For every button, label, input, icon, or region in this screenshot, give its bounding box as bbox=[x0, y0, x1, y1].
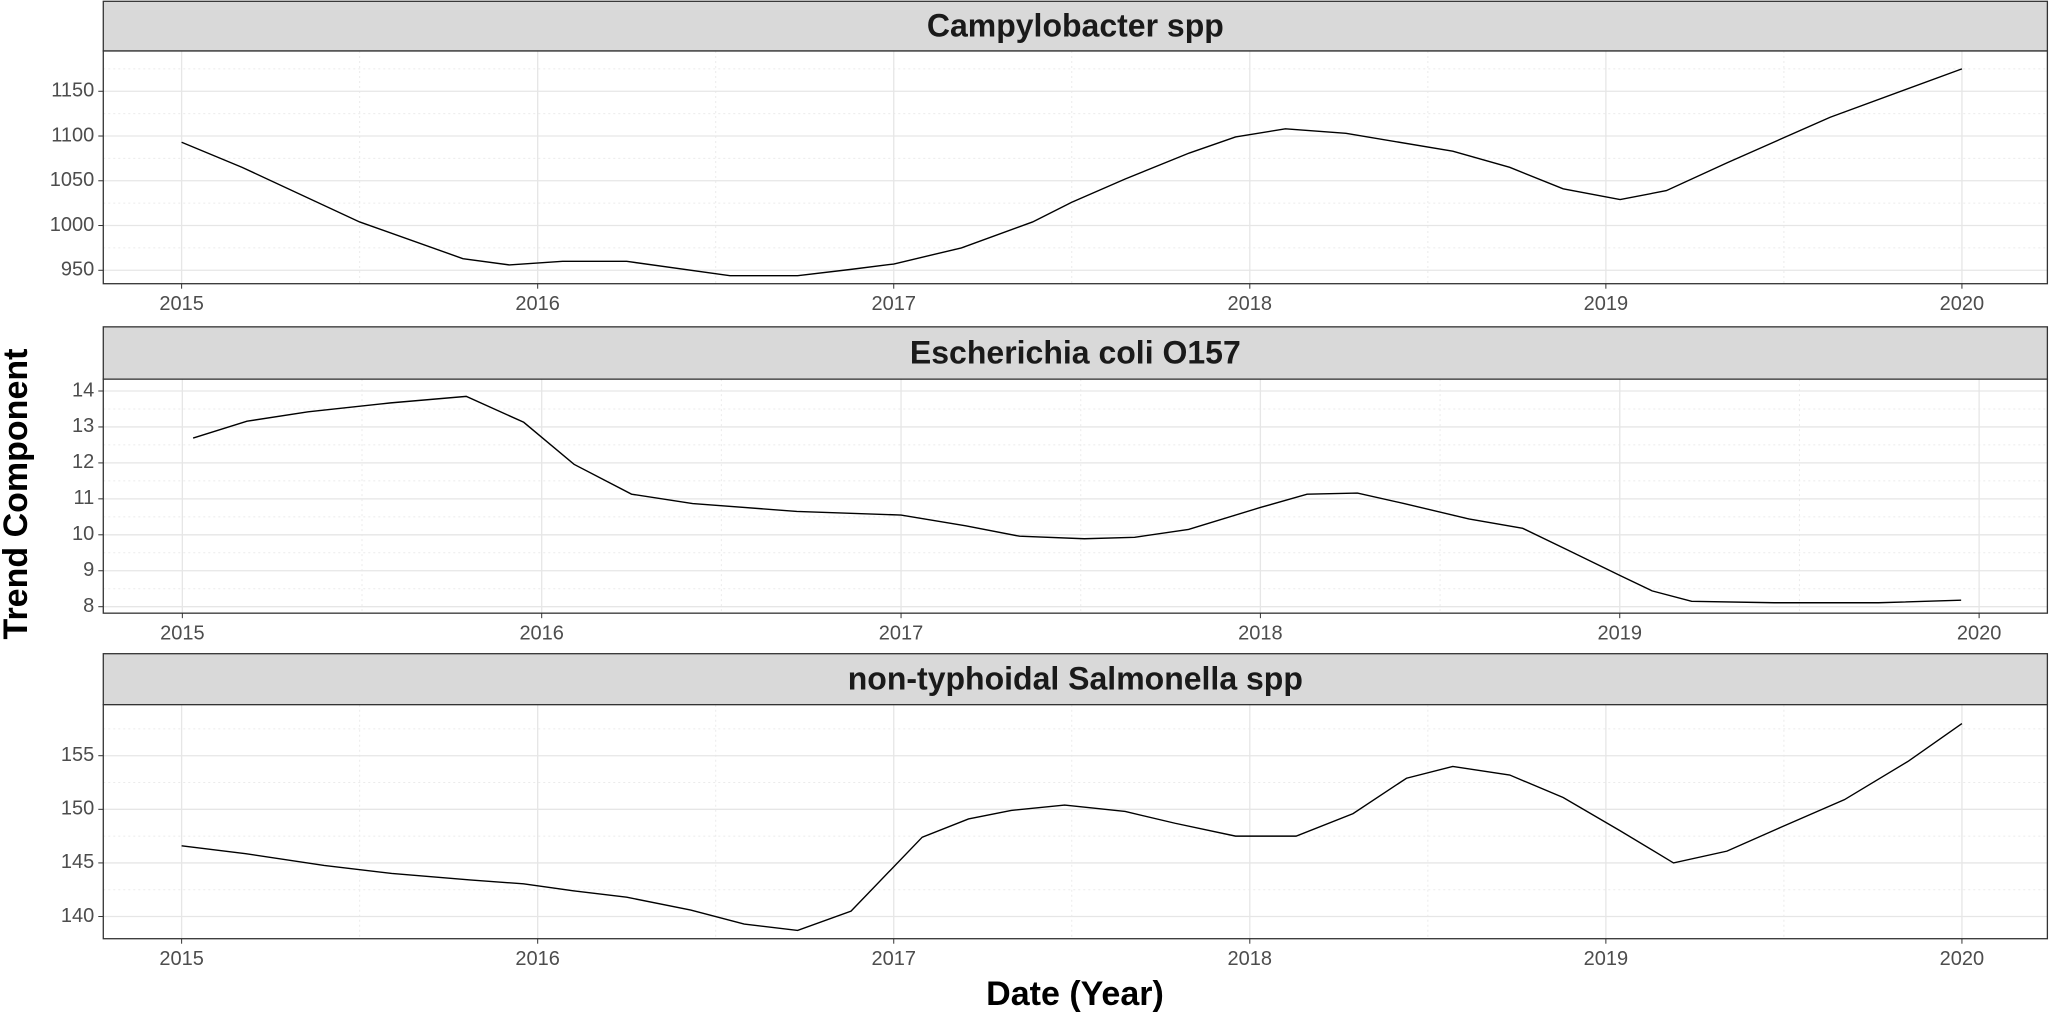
panel-title: non-typhoidal Salmonella spp bbox=[848, 661, 1303, 697]
panel-bg bbox=[103, 379, 2048, 614]
x-tick-label: 2019 bbox=[1584, 293, 1629, 315]
y-tick-label: 1150 bbox=[51, 80, 94, 102]
panel-title: Escherichia coli O157 bbox=[910, 334, 1241, 370]
y-tick-label: 140 bbox=[61, 905, 94, 927]
y-tick-label: 13 bbox=[72, 415, 94, 437]
x-tick-label: 2017 bbox=[871, 293, 916, 315]
y-tick-label: 14 bbox=[72, 379, 94, 401]
x-tick-label: 2018 bbox=[1228, 293, 1273, 315]
y-tick-label: 1000 bbox=[50, 214, 95, 236]
x-tick-label: 2017 bbox=[871, 948, 916, 970]
x-tick-label: 2015 bbox=[160, 622, 205, 644]
y-tick-label: 12 bbox=[72, 451, 94, 473]
y-axis-title: Trend Component bbox=[0, 349, 35, 640]
panel-title: Campylobacter spp bbox=[927, 8, 1224, 44]
y-tick-label: 155 bbox=[61, 744, 94, 766]
x-tick-label: 2020 bbox=[1940, 948, 1985, 970]
x-tick-label: 2016 bbox=[515, 293, 560, 315]
x-tick-label: 2018 bbox=[1228, 948, 1273, 970]
x-tick-label: 2020 bbox=[1940, 293, 1985, 315]
strip bbox=[102, 0, 2049, 52]
x-tick-label: 2017 bbox=[879, 622, 924, 644]
panel-bg bbox=[103, 50, 2048, 284]
panel-border bbox=[102, 50, 2049, 285]
y-tick-label: 150 bbox=[61, 798, 94, 820]
x-tick-label: 2016 bbox=[515, 948, 560, 970]
y-tick-label: 1100 bbox=[51, 124, 94, 146]
x-tick-label: 2015 bbox=[159, 293, 204, 315]
x-tick-label: 2019 bbox=[1584, 948, 1629, 970]
x-axis-title: Date (Year) bbox=[986, 975, 1164, 1013]
x-tick-label: 2015 bbox=[159, 948, 204, 970]
panel-border bbox=[102, 704, 2049, 940]
y-tick-label: 10 bbox=[72, 523, 94, 545]
y-tick-label: 1050 bbox=[50, 169, 95, 191]
y-tick-label: 11 bbox=[74, 487, 95, 509]
x-tick-label: 2016 bbox=[519, 622, 564, 644]
strip bbox=[102, 326, 2049, 380]
y-tick-label: 8 bbox=[83, 595, 94, 617]
x-tick-label: 2020 bbox=[1957, 622, 2002, 644]
panel-bg bbox=[103, 704, 2048, 939]
x-tick-label: 2019 bbox=[1598, 622, 1643, 644]
trend-line bbox=[181, 722, 1963, 932]
y-tick-label: 145 bbox=[61, 851, 94, 873]
trend-line bbox=[192, 395, 1962, 604]
y-tick-label: 950 bbox=[61, 259, 94, 281]
y-tick-label: 9 bbox=[83, 559, 94, 581]
x-tick-label: 2018 bbox=[1238, 622, 1283, 644]
trend-line bbox=[181, 68, 1963, 277]
panel-border bbox=[102, 378, 2049, 614]
